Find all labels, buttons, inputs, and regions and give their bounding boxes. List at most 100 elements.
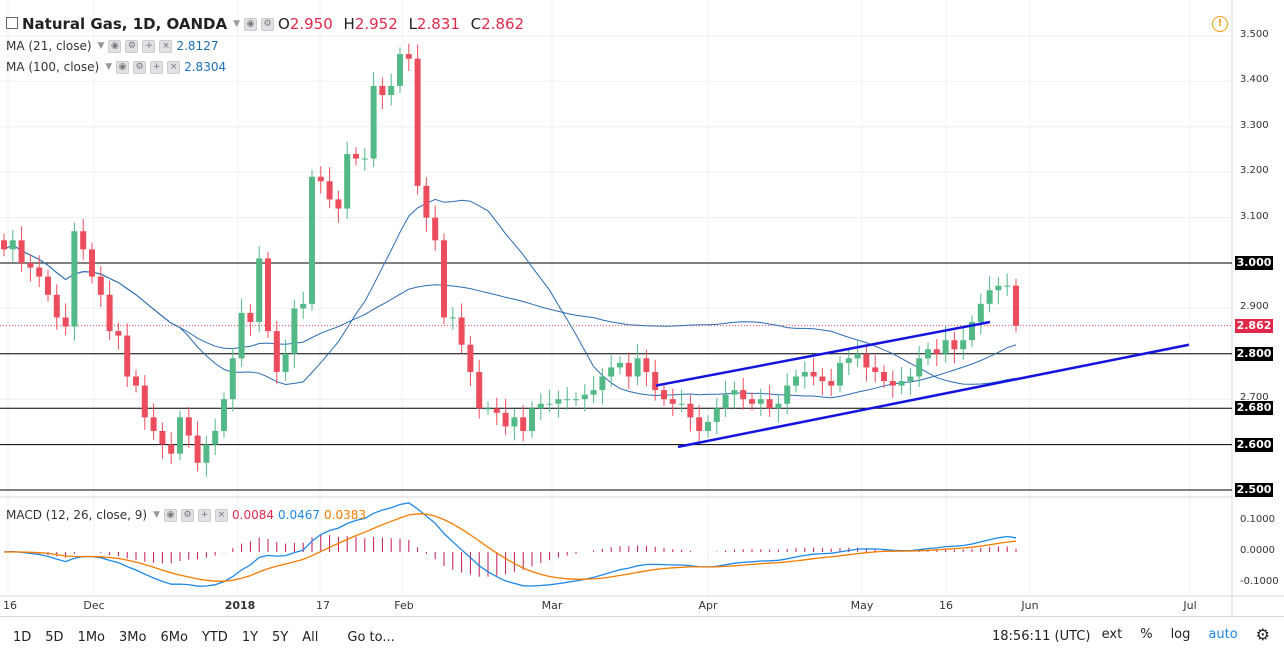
eye-icon[interactable]: ◉	[164, 508, 178, 522]
price-level-tag: 2.600	[1235, 437, 1273, 452]
candle-body	[36, 267, 43, 277]
horizontal-levels	[0, 262, 1232, 491]
candle-body	[793, 376, 799, 386]
settings-icon[interactable]: ⚙	[133, 60, 147, 74]
candle-body	[845, 358, 852, 363]
candle-body	[221, 399, 227, 431]
candle-body	[775, 403, 782, 409]
log-toggle[interactable]: log	[1170, 627, 1191, 642]
period-button-all[interactable]: All	[302, 630, 319, 645]
time-tick-label: May	[850, 599, 874, 612]
candle-body	[854, 353, 861, 359]
symbol-title[interactable]: Natural Gas, 1D, OANDA	[22, 15, 228, 33]
time-tick-label: Dec	[83, 599, 105, 612]
ma21-value: 2.8127	[176, 39, 219, 53]
period-button-1d[interactable]: 1D	[13, 630, 32, 645]
chevron-down-icon[interactable]: ▼	[233, 19, 240, 29]
upper-trendline	[655, 320, 991, 387]
candle-body	[951, 340, 958, 350]
add-icon[interactable]: +	[142, 39, 156, 53]
percent-toggle[interactable]: %	[1140, 627, 1153, 642]
candle-body	[925, 349, 931, 359]
time-tick-label: Apr	[698, 599, 718, 612]
period-button-ytd[interactable]: YTD	[201, 630, 228, 645]
candle-body	[916, 358, 923, 377]
eye-icon[interactable]: ◉	[108, 39, 122, 53]
candle-body	[71, 231, 78, 327]
candle-body	[133, 376, 139, 386]
period-button-3mo[interactable]: 3Mo	[119, 630, 147, 645]
candle-body	[203, 444, 210, 463]
candle-body	[740, 390, 747, 400]
ma21-label[interactable]: MA (21, close)	[6, 39, 92, 53]
candle-body	[256, 258, 263, 323]
eye-icon[interactable]: ◉	[244, 17, 257, 31]
settings-icon[interactable]: ⚙	[125, 39, 139, 53]
period-button-1mo[interactable]: 1Mo	[77, 630, 106, 645]
close-icon[interactable]: ×	[159, 39, 173, 53]
chevron-down-icon[interactable]: ▼	[153, 510, 161, 520]
settings-icon[interactable]: ⚙	[261, 17, 274, 31]
candle-body	[537, 403, 544, 409]
ext-toggle[interactable]: ext	[1101, 627, 1123, 642]
trendlines	[655, 320, 1190, 449]
candle-body	[317, 176, 324, 182]
candle-body	[309, 176, 315, 304]
alert-icon[interactable]: !	[1212, 16, 1228, 32]
ma100-label[interactable]: MA (100, close)	[6, 60, 100, 74]
grid	[0, 0, 1284, 616]
candle-body	[705, 421, 711, 431]
candle-body	[907, 376, 914, 382]
close-icon[interactable]: ×	[215, 508, 229, 522]
candle-body	[423, 185, 430, 218]
auto-toggle[interactable]: auto	[1208, 627, 1238, 642]
chevron-down-icon[interactable]: ▼	[105, 62, 113, 72]
candle-body	[18, 240, 25, 263]
period-button-5d[interactable]: 5D	[45, 630, 64, 645]
settings-icon[interactable]: ⚙	[181, 508, 195, 522]
candle-body	[520, 417, 527, 431]
candles	[1, 43, 1019, 477]
candle-body	[722, 394, 729, 409]
candle-body	[177, 417, 183, 454]
candle-body	[353, 154, 359, 159]
candle-body	[282, 353, 289, 372]
period-button-6mo[interactable]: 6Mo	[160, 630, 188, 645]
candle-body	[546, 403, 553, 405]
period-button-5y[interactable]: 5Y	[272, 630, 289, 645]
period-button-1y[interactable]: 1Y	[241, 630, 259, 645]
candle-body	[898, 381, 905, 386]
candle-body	[969, 322, 975, 341]
ma21-line	[3, 198, 1017, 399]
signal-line	[3, 513, 1017, 582]
candle-body	[942, 340, 949, 354]
candle-body	[89, 249, 95, 277]
collapse-icon[interactable]	[6, 17, 18, 29]
candle-body	[977, 303, 984, 323]
candle-body	[247, 312, 254, 323]
candle-body	[828, 381, 835, 386]
price-level-tag: 2.862	[1235, 318, 1273, 333]
candle-body	[634, 358, 641, 377]
close-icon[interactable]: ×	[167, 60, 181, 74]
gear-icon[interactable]: ⚙	[1255, 625, 1270, 644]
macd-hist-value: 0.0084	[232, 508, 275, 522]
goto-button[interactable]: Go to...	[347, 630, 395, 645]
macd-label[interactable]: MACD (12, 26, close, 9)	[6, 508, 148, 522]
candle-body	[766, 399, 773, 409]
add-icon[interactable]: +	[198, 508, 212, 522]
candle-body	[265, 258, 271, 332]
lower-trendline	[677, 343, 1190, 449]
chevron-down-icon[interactable]: ▼	[97, 41, 105, 51]
add-icon[interactable]: +	[150, 60, 164, 74]
candle-body	[696, 417, 703, 431]
candle-body	[678, 403, 685, 405]
candle-body	[784, 385, 791, 404]
price-chart[interactable]	[0, 0, 1284, 616]
candle-body	[229, 358, 236, 400]
candle-body	[485, 408, 491, 410]
eye-icon[interactable]: ◉	[116, 60, 130, 74]
candle-body	[212, 430, 219, 445]
candle-body	[344, 154, 351, 209]
candle-body	[1004, 285, 1011, 287]
